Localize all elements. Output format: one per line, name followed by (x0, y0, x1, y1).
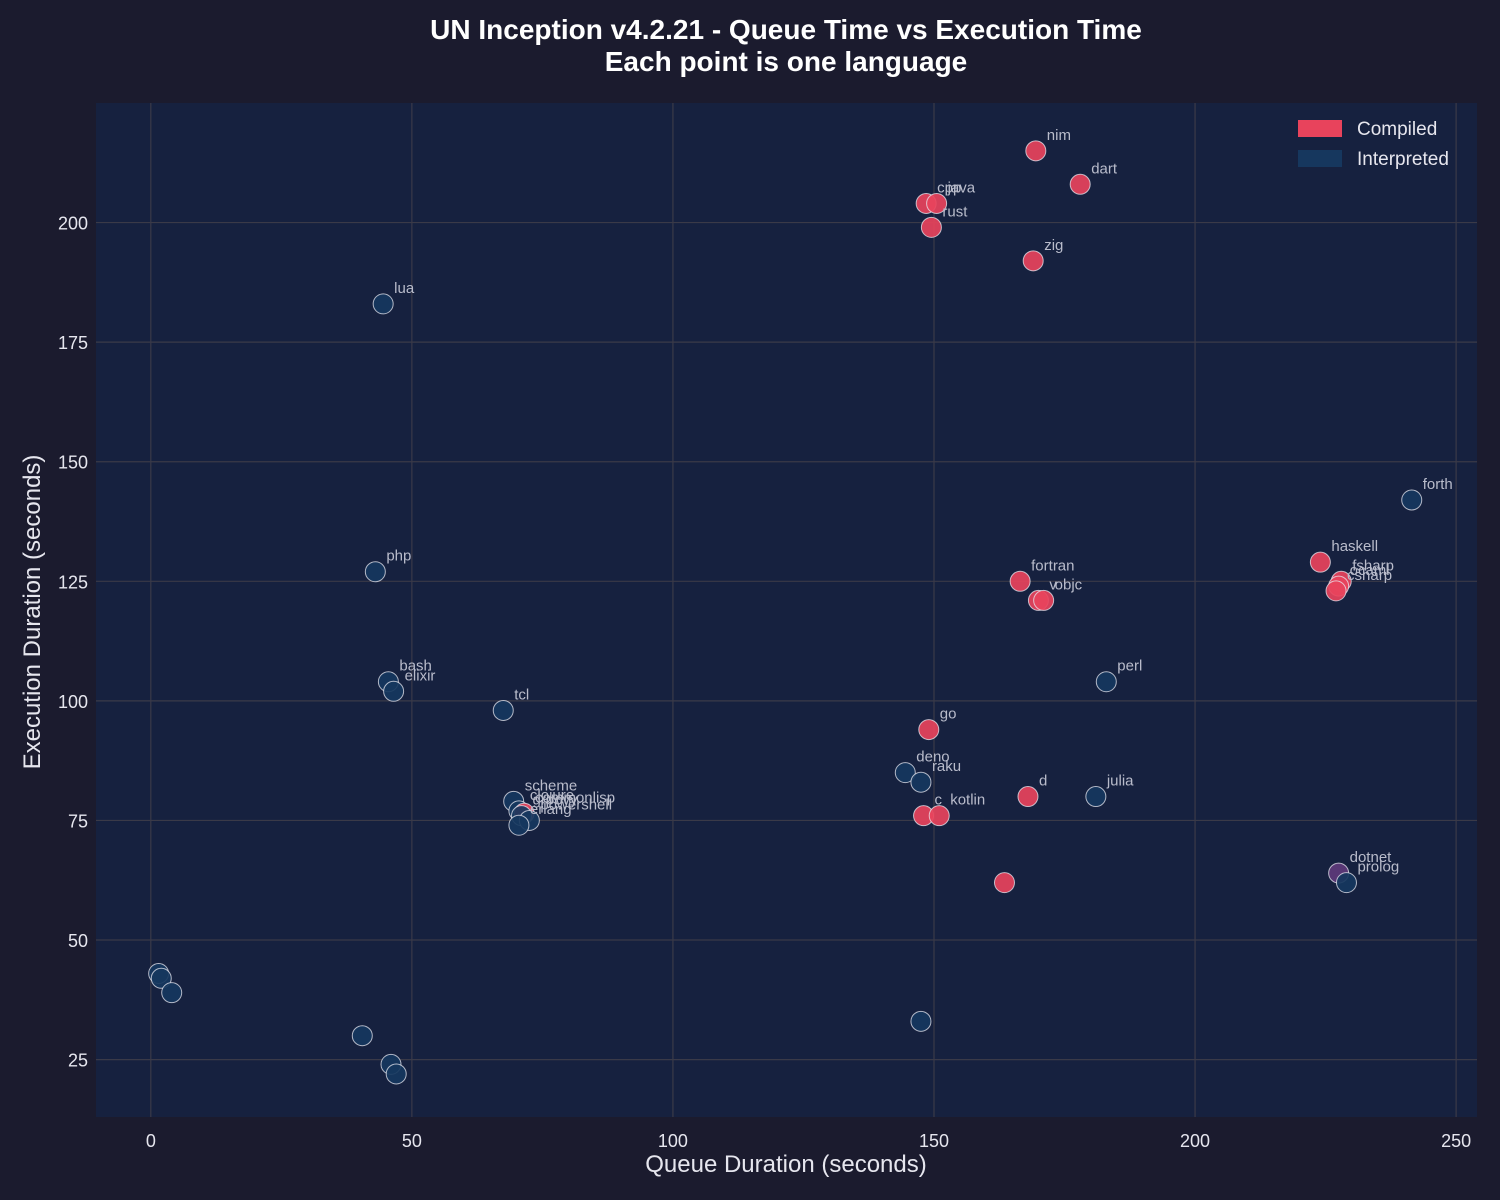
x-axis-label: Queue Duration (seconds) (645, 1151, 926, 1178)
point-label-rust: rust (942, 203, 968, 220)
data-point-d (1017, 786, 1039, 808)
x-tick-label: 0 (146, 1131, 156, 1151)
point-label-scheme: scheme (525, 777, 578, 794)
x-tick-label: 250 (1441, 1131, 1471, 1151)
x-tick-label: 200 (1180, 1131, 1210, 1151)
x-tick-label: 150 (919, 1131, 949, 1151)
y-axis-label: Execution Duration (seconds) (19, 455, 46, 770)
data-point (161, 982, 183, 1004)
data-point-erlang (508, 814, 530, 836)
point-label-erlang: erlang (530, 801, 572, 818)
data-point-forth (1401, 489, 1423, 511)
point-label-dotnet: dotnet (1350, 849, 1393, 866)
data-point (150, 967, 172, 989)
point-label-dart: dart (1091, 160, 1118, 177)
x-tick-label: 50 (402, 1131, 422, 1151)
data-point-perl (1095, 671, 1117, 693)
point-label-d: d (1039, 773, 1047, 790)
point-label-raku: raku (932, 758, 961, 775)
legend-label-interpreted: Interpreted (1357, 149, 1449, 170)
data-point-dart (1069, 173, 1091, 195)
point-label-elixir: elixir (405, 667, 436, 684)
data-point-fortran (1009, 570, 1031, 592)
y-tick-label: 100 (58, 692, 88, 712)
data-point (910, 1010, 932, 1032)
y-tick-label: 150 (58, 453, 88, 473)
y-tick-label: 25 (68, 1051, 88, 1071)
point-label-zig: zig (1044, 237, 1063, 254)
point-label-ocaml: ocaml (1350, 562, 1390, 579)
point-label-fortran: fortran (1031, 557, 1074, 574)
point-label-nim: nim (1047, 127, 1071, 144)
point-label-bash: bash (399, 658, 432, 675)
point-label-v: v (1049, 576, 1057, 593)
legend-swatch-compiled (1298, 120, 1342, 137)
y-tick-labels: 25 50 75 100 125 150 175 200 (58, 214, 88, 1071)
data-point-kotlin (928, 805, 950, 827)
y-tick-label: 125 (58, 572, 88, 592)
x-tick-labels: 0 50 100 150 200 250 (146, 1131, 1471, 1151)
data-point-raku (910, 771, 932, 793)
point-label-groovy: groovy (533, 792, 579, 809)
data-point-tcl (492, 699, 514, 721)
point-label-kotlin: kotlin (950, 792, 985, 809)
data-point (351, 1025, 373, 1047)
data-point-prolog (1335, 872, 1357, 894)
data-point-objc (1033, 589, 1055, 611)
point-label-cpp: cpp (937, 179, 961, 196)
point-label-julia: julia (1106, 773, 1134, 790)
y-tick-label: 75 (68, 811, 88, 831)
point-label-commonlisp: commonlisp (535, 789, 615, 806)
legend: Compiled Interpreted (1298, 119, 1449, 170)
data-point (385, 1063, 407, 1085)
grid-lines (96, 103, 1477, 1117)
data-point-elixir (383, 680, 405, 702)
data-point-php (364, 561, 386, 583)
y-tick-label: 50 (68, 931, 88, 951)
point-label-c: c (935, 792, 943, 809)
point-label-powershell: powershell (540, 796, 612, 813)
data-point-rust (920, 216, 942, 238)
point-label-perl: perl (1117, 658, 1142, 675)
data-point-haskell (1309, 551, 1331, 573)
data-point-zig (1022, 250, 1044, 272)
point-label-lua: lua (394, 280, 415, 297)
point-label-fsharp: fsharp (1352, 557, 1394, 574)
point-label-tcl: tcl (514, 686, 529, 703)
data-point (993, 872, 1015, 894)
point-label-forth: forth (1423, 476, 1453, 493)
point-label-csharp: csharp (1347, 567, 1392, 584)
data-point-lua (372, 293, 394, 315)
data-point-csharp (1325, 580, 1347, 602)
x-tick-label: 100 (658, 1131, 688, 1151)
plot-area (96, 103, 1477, 1117)
point-label-java: java (947, 179, 976, 196)
chart-title: UN Inception v4.2.21 - Queue Time vs Exe… (430, 14, 1142, 45)
point-label-haskell: haskell (1331, 538, 1378, 555)
data-points (148, 140, 1423, 1085)
data-point-go (918, 719, 940, 741)
point-label-prolog: prolog (1357, 859, 1399, 876)
data-point-deno (894, 762, 916, 784)
data-point-nim (1025, 140, 1047, 162)
data-point-java (926, 192, 948, 214)
point-label-deno: deno (916, 749, 949, 766)
point-label-go: go (940, 706, 957, 723)
y-tick-label: 175 (58, 333, 88, 353)
point-label-clojure: clojure (530, 787, 574, 804)
point-label-objc: objc (1055, 576, 1083, 593)
chart-subtitle: Each point is one language (605, 46, 968, 77)
legend-label-compiled: Compiled (1357, 119, 1437, 140)
y-tick-label: 200 (58, 214, 88, 234)
data-point-julia (1085, 786, 1107, 808)
point-label-php: php (386, 548, 411, 565)
legend-swatch-interpreted (1298, 150, 1342, 167)
